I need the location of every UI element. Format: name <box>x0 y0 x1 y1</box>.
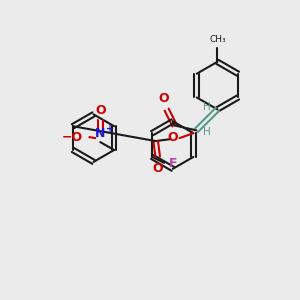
Text: +: + <box>106 124 114 134</box>
Text: H: H <box>203 102 210 112</box>
Text: N: N <box>95 127 105 140</box>
Text: O: O <box>95 104 106 117</box>
Text: −O: −O <box>61 130 82 144</box>
Text: CH₃: CH₃ <box>209 35 226 44</box>
Text: O: O <box>152 162 163 175</box>
Text: O: O <box>167 130 178 144</box>
Text: F: F <box>169 158 178 170</box>
Text: O: O <box>158 92 169 105</box>
Text: H: H <box>203 128 211 137</box>
